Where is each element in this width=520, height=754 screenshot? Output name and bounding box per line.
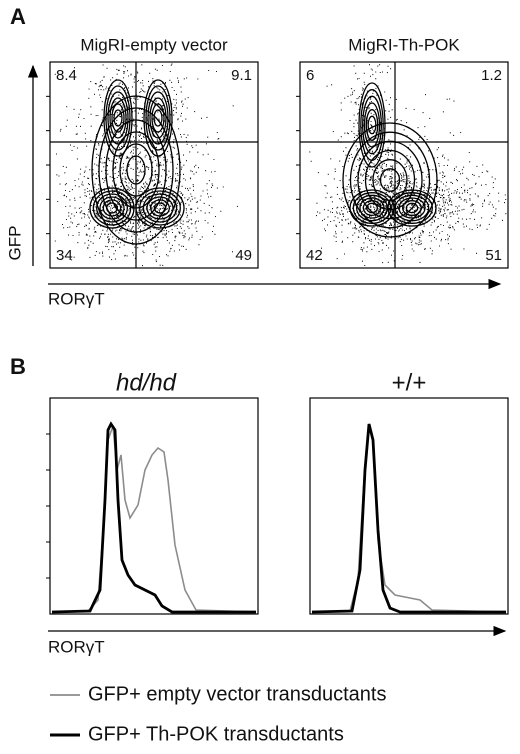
plot-frame: [309, 397, 509, 615]
plot-frame: [49, 397, 259, 615]
legend: GFP+ empty vector transductants GFP+ Th-P…: [50, 683, 386, 745]
contour: [109, 97, 127, 139]
plot-title: hd/hd: [116, 369, 177, 396]
contour: [92, 190, 132, 226]
contour: [365, 109, 379, 141]
scatter-dots: [54, 63, 238, 267]
contour: [96, 193, 128, 223]
contour: [367, 115, 377, 135]
contour: [366, 202, 378, 214]
legend-label: GFP+ empty vector transductants: [88, 683, 386, 705]
contour: [363, 102, 381, 148]
histograms: hd/hd +/+: [46, 369, 509, 615]
contour: [113, 109, 123, 127]
quadrant-value: 34: [56, 247, 73, 264]
contour: [146, 196, 174, 220]
plot-title: +/+: [392, 369, 427, 396]
contour: [342, 122, 438, 238]
contour: [153, 202, 167, 214]
contour: [391, 192, 433, 224]
contour: [89, 187, 135, 229]
contour: [106, 202, 118, 214]
contour: [349, 131, 431, 229]
panel-label: A: [10, 4, 26, 29]
plot-title: MigRI-empty vector: [80, 35, 228, 54]
histogram-curve: [311, 423, 506, 614]
quadrant-value: 9.1: [231, 67, 252, 84]
contour: [349, 189, 395, 227]
contour: [105, 85, 131, 151]
x-axis-label: RORγT: [48, 637, 105, 656]
quadrant-value: 1.2: [481, 67, 502, 84]
contour: [153, 109, 163, 127]
scatter-dots: [309, 64, 507, 267]
contour: [379, 168, 401, 192]
quadrant-value: 8.4: [56, 67, 77, 84]
contour: [151, 103, 165, 133]
contour: [150, 199, 170, 217]
contour: [145, 85, 171, 151]
contour: [142, 193, 178, 223]
contour: [398, 197, 426, 219]
quadrant-value: 49: [235, 247, 252, 264]
contour: [362, 200, 382, 216]
contour: [103, 79, 133, 157]
contour: [143, 79, 173, 157]
quadrant-value: 42: [306, 247, 323, 264]
plot-title: MigRI-Th-POK: [348, 35, 460, 54]
contour: [99, 196, 125, 220]
contour: [107, 91, 129, 145]
contour: [149, 97, 167, 139]
quadrant-value: 51: [485, 247, 502, 264]
contour: [356, 194, 388, 222]
contour: [402, 200, 422, 216]
y-axis-label: GFP: [5, 226, 24, 261]
contour: [147, 91, 169, 145]
quadrant-value: 6: [306, 67, 314, 84]
legend-label: GFP+ Th-POK transductants: [88, 723, 344, 745]
contour: [360, 89, 384, 161]
contour: [362, 95, 382, 155]
contour: [358, 82, 386, 168]
plot-frame: [299, 61, 509, 269]
x-axis-label: RORγT: [48, 289, 105, 308]
contour: [405, 202, 419, 214]
contour: [359, 197, 385, 219]
panel-label: B: [10, 354, 26, 379]
histogram-curve: [51, 421, 256, 614]
contour: [352, 192, 392, 224]
histogram-curve: [311, 424, 507, 613]
contour: [102, 199, 122, 217]
contour: [139, 190, 181, 226]
histogram-curve: [51, 425, 257, 613]
contour: [387, 189, 437, 227]
contour: [111, 103, 125, 133]
